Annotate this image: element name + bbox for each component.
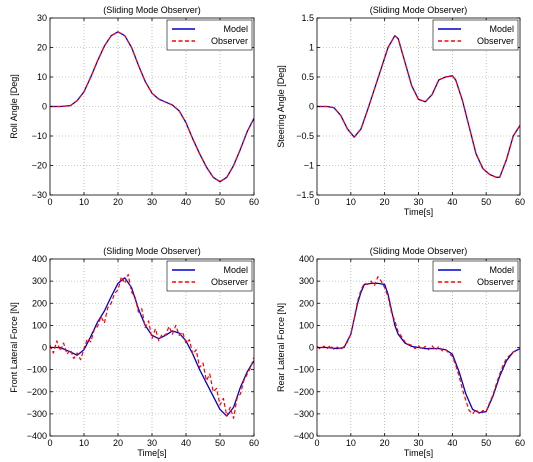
y-tick-label: 100 (32, 320, 47, 330)
x-tick-label: 20 (380, 197, 390, 207)
y-tick-label: −100 (294, 365, 314, 375)
x-tick-label: 10 (346, 438, 356, 448)
y-tick-label: −300 (294, 409, 314, 419)
x-axis-label: Time[s] (404, 448, 433, 458)
x-tick-label: 60 (249, 197, 259, 207)
legend-label: Model (223, 265, 248, 275)
x-tick-label: 10 (79, 197, 89, 207)
y-tick-label: −400 (294, 431, 314, 441)
y-tick-label: 200 (32, 298, 47, 308)
series-line-model (50, 277, 254, 417)
y-tick-label: −200 (27, 387, 47, 397)
series-line-observer (317, 276, 520, 415)
y-tick-label: 0 (42, 343, 47, 353)
chart-panel-1: 0 10 20 30 40 50 60 −1.5 −1 −0.5 0 0.5 1 1.5 (Sliding … (276, 5, 525, 217)
y-tick-label: 0 (309, 102, 314, 112)
y-tick-label: 30 (37, 13, 47, 23)
chart-panel-0: 0 10 20 30 40 50 60 −30 −20 −10 0 10 20 30 (Sliding Mo… (9, 5, 259, 207)
x-tick-label: 60 (249, 438, 259, 448)
y-tick-label: −0.5 (296, 131, 314, 141)
x-axis-label: Time[s] (404, 207, 433, 217)
x-tick-label: 30 (147, 438, 157, 448)
legend-label: Model (489, 24, 514, 34)
legend-label: Observer (477, 277, 514, 287)
series-line-observer (50, 31, 254, 183)
y-tick-label: 0 (42, 102, 47, 112)
y-tick-label: −400 (27, 431, 47, 441)
chart-title: (Sliding Mode Observer) (103, 5, 201, 15)
x-axis-label: Time[s] (137, 448, 166, 458)
x-tick-label: 20 (113, 438, 123, 448)
x-tick-label: 40 (447, 438, 457, 448)
x-tick-label: 10 (346, 197, 356, 207)
legend-label: Model (223, 24, 248, 34)
x-tick-label: 30 (413, 197, 423, 207)
x-tick-label: 20 (380, 438, 390, 448)
x-tick-label: 0 (314, 438, 319, 448)
legend: Model Observer (432, 19, 519, 51)
legend-label: Observer (211, 277, 248, 287)
x-tick-label: 30 (413, 438, 423, 448)
y-axis-label: Front Lateral Force [N] (9, 302, 19, 393)
y-tick-label: −30 (32, 190, 47, 200)
x-tick-label: 0 (314, 197, 319, 207)
y-axis-label: Rear Lateral Force [N] (276, 303, 286, 392)
y-tick-label: 400 (299, 254, 314, 264)
x-tick-label: 50 (481, 197, 491, 207)
y-axis-label: Roll Angle [Deg] (9, 74, 19, 139)
y-axis-label: Steering Angle [Deg] (276, 65, 286, 148)
y-tick-label: 100 (299, 320, 314, 330)
legend-box (166, 260, 253, 292)
y-tick-label: 300 (32, 276, 47, 286)
legend-box (432, 19, 519, 51)
legend: Model Observer (166, 19, 253, 51)
y-tick-label: 0.5 (301, 72, 314, 82)
y-tick-label: −300 (27, 409, 47, 419)
chart-title: (Sliding Mode Observer) (370, 246, 468, 256)
series-line-observer (317, 35, 520, 178)
x-tick-label: 10 (79, 438, 89, 448)
x-tick-label: 0 (47, 438, 52, 448)
y-tick-label: 300 (299, 276, 314, 286)
y-tick-label: 10 (37, 72, 47, 82)
x-tick-label: 60 (515, 197, 525, 207)
y-tick-label: 1.5 (301, 13, 314, 23)
legend-label: Observer (477, 36, 514, 46)
y-tick-label: −20 (32, 161, 47, 171)
y-tick-label: −200 (294, 387, 314, 397)
x-tick-label: 50 (215, 438, 225, 448)
y-tick-label: −100 (27, 365, 47, 375)
chart-panel-2: 0 10 20 30 40 50 60 −400 −300 −200 −100 0 100 200 300 4… (9, 246, 259, 458)
x-tick-label: 50 (215, 197, 225, 207)
legend-label: Observer (211, 36, 248, 46)
legend-box (166, 19, 253, 51)
y-tick-label: 400 (32, 254, 47, 264)
x-tick-label: 40 (447, 197, 457, 207)
x-tick-label: 60 (515, 438, 525, 448)
y-tick-label: −1 (304, 161, 314, 171)
x-tick-label: 20 (113, 197, 123, 207)
y-tick-label: 1 (309, 43, 314, 53)
legend-box (432, 260, 519, 292)
x-tick-label: 30 (147, 197, 157, 207)
y-tick-label: −1.5 (296, 190, 314, 200)
legend: Model Observer (166, 260, 253, 292)
y-tick-label: −10 (32, 131, 47, 141)
chart-title: (Sliding Mode Observer) (370, 5, 468, 15)
chart-title: (Sliding Mode Observer) (103, 246, 201, 256)
x-tick-label: 50 (481, 438, 491, 448)
x-tick-label: 40 (181, 197, 191, 207)
y-tick-label: 20 (37, 43, 47, 53)
legend-label: Model (489, 265, 514, 275)
legend: Model Observer (432, 260, 519, 292)
x-tick-label: 0 (47, 197, 52, 207)
series-line-observer (50, 273, 254, 419)
x-tick-label: 40 (181, 438, 191, 448)
y-tick-label: 200 (299, 298, 314, 308)
chart-panel-3: 0 10 20 30 40 50 60 −400 −300 −200 −100 0 100 200 300 4… (276, 246, 525, 458)
y-tick-label: 0 (309, 343, 314, 353)
